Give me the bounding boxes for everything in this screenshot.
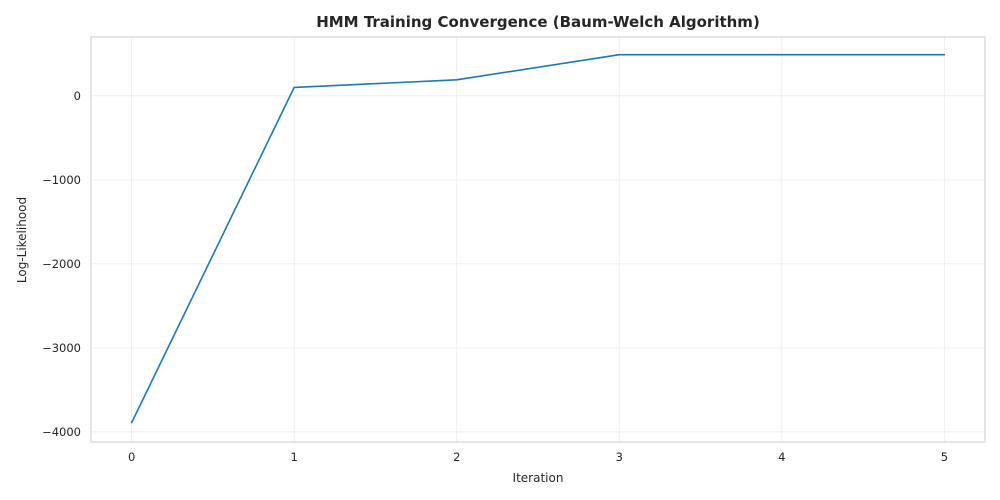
series-line — [130, 53, 946, 424]
grid — [91, 37, 985, 442]
y-axis-label: Log-Likelihood — [15, 197, 29, 283]
y-tick-label: −1000 — [42, 173, 81, 187]
x-axis-label: Iteration — [513, 471, 564, 485]
chart-title: HMM Training Convergence (Baum-Welch Alg… — [316, 13, 760, 31]
plot-frame — [90, 36, 986, 443]
y-tick-label: 0 — [74, 89, 81, 103]
x-tick-label: 3 — [616, 450, 623, 464]
x-tick-label: 4 — [778, 450, 785, 464]
x-tick-label: 2 — [453, 450, 460, 464]
y-tick-label: −3000 — [42, 341, 81, 355]
series-layer — [130, 53, 946, 424]
x-tick-label: 0 — [128, 450, 135, 464]
x-tick-label: 1 — [291, 450, 298, 464]
y-tick-label: −4000 — [42, 425, 81, 439]
x-tick-label: 5 — [941, 450, 948, 464]
y-axis-ticks: −4000 −3000 −2000 −1000 0 — [42, 89, 81, 439]
x-axis-ticks: 0 1 2 3 4 5 — [128, 450, 948, 464]
y-tick-label: −2000 — [42, 257, 81, 271]
